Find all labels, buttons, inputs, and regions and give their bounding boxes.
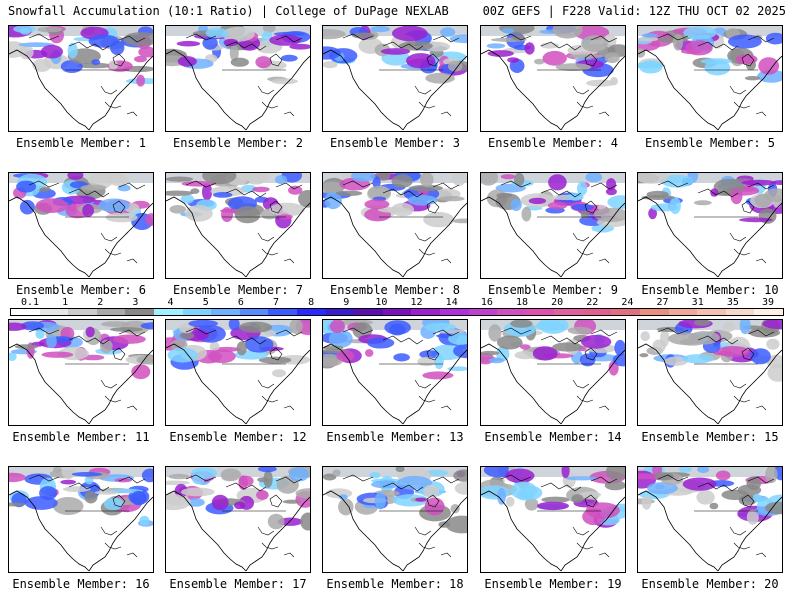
ensemble-map-8 [322, 172, 468, 279]
colorbar-tick-label: 31 [691, 297, 704, 308]
ensemble-map-9 [480, 172, 626, 279]
ensemble-map-13 [322, 319, 468, 426]
colorbar-tick-label: 39 [761, 297, 775, 308]
ensemble-map-7 [165, 172, 311, 279]
ensemble-member-label: Ensemble Member: 16 [12, 577, 150, 591]
ensemble-map-14 [480, 319, 626, 426]
ensemble-map-16 [8, 466, 154, 573]
colorbar-segment [268, 309, 297, 315]
colorbar-tick-label: 20 [551, 297, 564, 308]
colorbar-segment [725, 309, 755, 315]
colorbar-segment [525, 309, 555, 315]
colorbar-segment [554, 309, 583, 315]
colorbar-segment [296, 309, 326, 315]
colorbar-tick-label: 14 [445, 297, 458, 308]
ensemble-member-label: Ensemble Member: 6 [15, 283, 147, 297]
ensemble-member-label: Ensemble Member: 10 [641, 283, 779, 297]
ensemble-map-6 [8, 172, 154, 279]
run-valid-time: 00Z GEFS | F228 Valid: 12Z THU OCT 02 20… [482, 4, 786, 18]
ensemble-member-label: Ensemble Member: 4 [487, 136, 619, 150]
ensemble-member-label: Ensemble Member: 7 [172, 283, 304, 297]
colorbar-tick-label: 8 [308, 297, 315, 308]
colorbar-tick-label: 9 [343, 297, 350, 308]
colorbar-segment [754, 309, 784, 315]
ensemble-map-12 [165, 319, 311, 426]
ensemble-map-3 [322, 25, 468, 132]
colorbar-tick-label: 2 [97, 297, 104, 308]
ensemble-map-5 [637, 25, 783, 132]
colorbar-segment [239, 309, 269, 315]
colorbar-segment [39, 309, 69, 315]
ensemble-member-label: Ensemble Member: 14 [484, 430, 622, 444]
ensemble-map-2 [165, 25, 311, 132]
colorbar-tick-label: 0.1 [20, 297, 40, 308]
colorbar-segment [497, 309, 526, 315]
colorbar-segment [382, 309, 412, 315]
colorbar-segment [68, 309, 97, 315]
colorbar-tick-label: 1 [62, 297, 69, 308]
ensemble-member-label: Ensemble Member: 17 [169, 577, 307, 591]
colorbar-segment [211, 309, 240, 315]
colorbar-tick-label: 5 [202, 297, 209, 308]
colorbar-tick-label: 18 [515, 297, 529, 308]
colorbar-tick-label: 4 [167, 297, 174, 308]
ensemble-map-1 [8, 25, 154, 132]
colorbar-tick-label: 6 [237, 297, 244, 308]
colorbar-segment [11, 309, 40, 315]
chart-title: Snowfall Accumulation (10:1 Ratio) | Col… [8, 4, 449, 18]
colorbar-segment [468, 309, 498, 315]
ensemble-member-label: Ensemble Member: 18 [326, 577, 464, 591]
ensemble-member-label: Ensemble Member: 12 [169, 430, 307, 444]
ensemble-member-label: Ensemble Member: 11 [12, 430, 150, 444]
colorbar-segment [640, 309, 669, 315]
colorbar-tick-label: 16 [480, 297, 493, 308]
ensemble-member-label: Ensemble Member: 20 [641, 577, 779, 591]
ensemble-member-label: Ensemble Member: 3 [329, 136, 461, 150]
colorbar-tick-label: 24 [621, 297, 634, 308]
ensemble-member-label: Ensemble Member: 2 [172, 136, 304, 150]
ensemble-map-10 [637, 172, 783, 279]
colorbar-tick-label: 7 [272, 297, 280, 308]
ensemble-map-20 [637, 466, 783, 573]
colorbar-segment [582, 309, 612, 315]
ensemble-map-11 [8, 319, 154, 426]
colorbar-tick-label: 27 [656, 297, 669, 308]
colorbar-segment [325, 309, 355, 315]
snowfall-colorbar [10, 308, 784, 316]
colorbar-segment [182, 309, 212, 315]
colorbar-segment [125, 309, 154, 315]
colorbar-tick-label: 10 [375, 297, 388, 308]
colorbar-tick-label: 22 [586, 297, 599, 308]
ensemble-map-4 [480, 25, 626, 132]
ensemble-map-15 [637, 319, 783, 426]
colorbar-segment [354, 309, 383, 315]
ensemble-member-label: Ensemble Member: 8 [329, 283, 461, 297]
colorbar-tick-label: 3 [132, 297, 139, 308]
ensemble-member-label: Ensemble Member: 9 [487, 283, 619, 297]
colorbar-segment [96, 309, 126, 315]
colorbar-tick-label: 12 [410, 297, 423, 308]
ensemble-member-label: Ensemble Member: 5 [644, 136, 776, 150]
colorbar-segment [697, 309, 726, 315]
ensemble-map-19 [480, 466, 626, 573]
ensemble-map-18 [322, 466, 468, 573]
colorbar-segment [153, 309, 183, 315]
colorbar-tick-label: 35 [726, 297, 739, 308]
colorbar-segment [611, 309, 641, 315]
ensemble-member-label: Ensemble Member: 1 [15, 136, 147, 150]
ensemble-map-17 [165, 466, 311, 573]
colorbar-segment [668, 309, 698, 315]
colorbar-segment [411, 309, 440, 315]
ensemble-member-label: Ensemble Member: 13 [326, 430, 464, 444]
ensemble-member-label: Ensemble Member: 15 [641, 430, 779, 444]
ensemble-member-label: Ensemble Member: 19 [484, 577, 622, 591]
colorbar-segment [439, 309, 469, 315]
